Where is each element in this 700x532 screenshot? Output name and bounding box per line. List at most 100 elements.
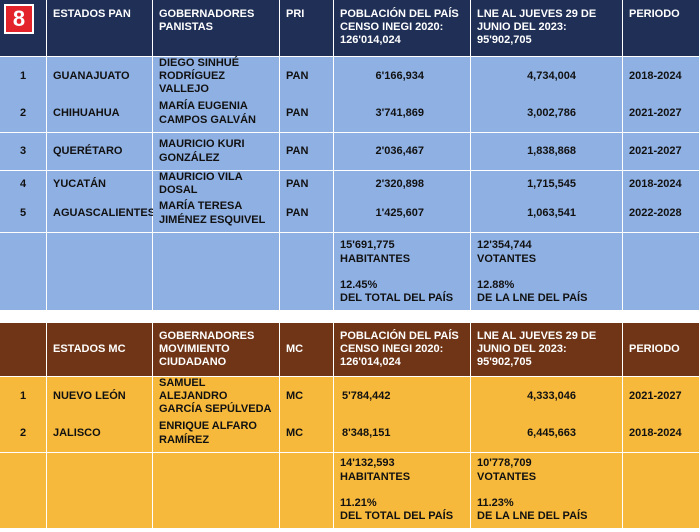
row-poblacion: 2'320,898 [334,171,471,199]
poblacion-pct: 11.21% [340,496,377,509]
mc-header-row: ESTADOS MC GOBERNADORES MOVIMIENTO CIUDA… [0,323,700,377]
lne-total-cell: 12'354,744 VOTANTES 12.88% DE LA LNE DEL… [471,233,623,311]
row-number: 2 [0,415,47,453]
header-poblacion-pan: POBLACIÓN DEL PAÍS CENSO INEGI 2020: 126… [334,0,471,57]
habitantes-label: HABITANTES [340,470,411,483]
row-lne: 1,838,868 [471,133,623,171]
header-lne-mc: LNE AL JUEVES 29 DE JUNIO DEL 2023: 95'9… [471,323,623,377]
row-periodo: 2018-2024 [623,415,700,453]
row-partido: PAN [280,57,334,98]
row-periodo: 2018-2024 [623,171,700,199]
empty-cell [153,233,280,311]
header-estados-mc: ESTADOS MC [47,323,153,377]
table-row: 3 QUERÉTARO MAURICIO KURI GONZÁLEZ PAN 2… [0,133,700,171]
row-estado: QUERÉTARO [47,133,153,171]
section-gap [0,311,700,323]
row-gobernador: MARÍA EUGENIA CAMPOS GALVÁN [153,95,280,133]
poblacion-pct-label: DEL TOTAL DEL PAÍS [340,510,454,523]
row-partido: PAN [280,133,334,171]
row-estado: YUCATÁN [47,171,153,199]
row-partido: PAN [280,95,334,133]
votantes-label: VOTANTES [477,252,537,265]
poblacion-total-cell: 15'691,775 HABITANTES 12.45% DEL TOTAL D… [334,233,471,311]
row-estado: AGUASCALIENTES [47,195,155,233]
row-partido: PAN [280,195,334,233]
table-row: 2 CHIHUAHUA MARÍA EUGENIA CAMPOS GALVÁN … [0,95,700,133]
header-gobernadores-mc: GOBERNADORES MOVIMIENTO CIUDADANO [153,323,280,377]
mc-totals-row: 14'132,593 HABITANTES 11.21% DEL TOTAL D… [0,453,700,529]
badge-cell: 8 [0,0,47,57]
empty-cell [47,233,153,311]
row-number: 2 [0,95,47,133]
poblacion-total-cell: 14'132,593 HABITANTES 11.21% DEL TOTAL D… [334,453,471,529]
poblacion-total: 14'132,593 [340,457,395,469]
row-lne: 6,445,663 [471,415,623,453]
lne-pct-label: DE LA LNE DEL PAÍS [477,510,588,523]
row-gobernador: MAURICIO KURI GONZÁLEZ [153,133,280,171]
row-periodo: 2021-2027 [623,133,700,171]
table-row: 5 AGUASCALIENTES MARÍA TERESA JIMÉNEZ ES… [0,195,700,233]
empty-cell [47,453,153,529]
row-poblacion: 5'784,442 [334,377,471,418]
empty-cell [153,453,280,529]
row-number: 1 [0,57,47,98]
row-poblacion: 6'166,934 [334,57,471,98]
row-estado: CHIHUAHUA [47,95,153,133]
row-periodo: 2021-2027 [623,95,700,133]
row-estado: NUEVO LEÓN [47,377,153,418]
row-gobernador: SAMUEL ALEJANDRO GARCÍA SEPÚLVEDA [153,377,280,418]
row-partido: MC [280,377,334,418]
row-lne: 4,333,046 [471,377,623,418]
row-partido: MC [280,415,334,453]
header-poblacion-mc: POBLACIÓN DEL PAÍS CENSO INEGI 2020: 126… [334,323,471,377]
row-poblacion: 1'425,607 [334,195,471,233]
header-gobernadores-pan: GOBERNADORES PANISTAS [153,0,280,57]
number-badge: 8 [4,4,34,34]
lne-total-cell: 10'778,709 VOTANTES 11.23% DE LA LNE DEL… [471,453,623,529]
votantes-label: VOTANTES [477,470,537,483]
empty-cell [623,233,700,311]
row-number: 1 [0,377,47,418]
empty-cell [280,453,334,529]
row-poblacion: 3'741,869 [334,95,471,133]
row-lne: 4,734,004 [471,57,623,98]
empty-cell [0,453,47,529]
row-poblacion: 2'036,467 [334,133,471,171]
row-number: 3 [0,133,47,171]
header-estados-pan: ESTADOS PAN [47,0,153,57]
row-estado: JALISCO [47,415,153,453]
row-gobernador: ENRIQUE ALFARO RAMÍREZ [153,415,280,453]
poblacion-pct-label: DEL TOTAL DEL PAÍS [340,292,454,305]
row-gobernador: DIEGO SINHUÉ RODRÍGUEZ VALLEJO [153,57,280,98]
lne-pct: 12.88% [477,278,515,291]
lne-total: 12'354,744 [477,239,532,251]
row-periodo: 2022-2028 [623,195,700,233]
row-number: 5 [0,195,47,233]
empty-cell [280,233,334,311]
table-row: 1 GUANAJUATO DIEGO SINHUÉ RODRÍGUEZ VALL… [0,57,700,98]
table-row: 1 NUEVO LEÓN SAMUEL ALEJANDRO GARCÍA SEP… [0,377,700,418]
header-lne-pan: LNE AL JUEVES 29 DE JUNIO DEL 2023: 95'9… [471,0,623,57]
row-number: 4 [0,171,47,199]
header-periodo-pan: PERIODO [623,0,700,57]
lne-total: 10'778,709 [477,457,532,469]
header-partido-pan: PRI [280,0,334,57]
row-periodo: 2018-2024 [623,57,700,98]
header-partido-mc: MC [280,323,334,377]
lne-pct: 11.23% [477,496,514,509]
row-poblacion: 8'348,151 [334,415,471,453]
lne-pct-label: DE LA LNE DEL PAÍS [477,292,588,305]
row-lne: 1,063,541 [471,195,623,233]
header-periodo-mc: PERIODO [623,323,700,377]
row-estado: GUANAJUATO [47,57,153,98]
poblacion-pct: 12.45% [340,278,378,291]
pan-header-row: 8 ESTADOS PAN GOBERNADORES PANISTAS PRI … [0,0,700,57]
row-lne: 3,002,786 [471,95,623,133]
table-row: 2 JALISCO ENRIQUE ALFARO RAMÍREZ MC 8'34… [0,415,700,453]
row-periodo: 2021-2027 [623,377,700,418]
habitantes-label: HABITANTES [340,252,411,265]
empty-cell [623,453,700,529]
row-partido: PAN [280,171,334,199]
poblacion-total: 15'691,775 [340,239,395,251]
